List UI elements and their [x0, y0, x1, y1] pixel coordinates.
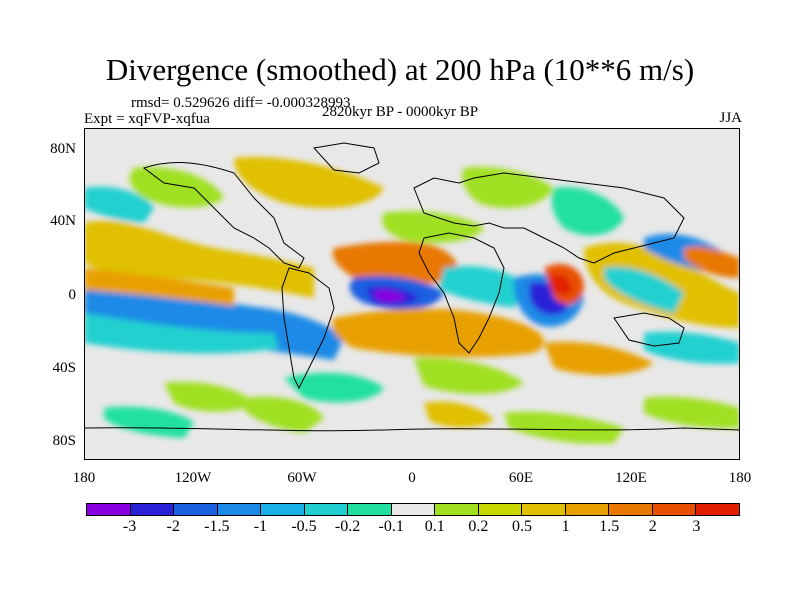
colorbar-label: -1.5 [204, 518, 230, 535]
season-label: JJA [719, 110, 742, 126]
colorbar-swatch [217, 504, 262, 515]
y-tick-label: 0 [68, 287, 77, 303]
coastlines [84, 142, 740, 432]
colorbar-swatch [435, 504, 479, 515]
x-tick-label: 120E [615, 470, 647, 486]
colorbar-label: -0.2 [334, 518, 361, 535]
colorbar-swatch [522, 504, 566, 515]
colorbar-label: 2 [648, 518, 657, 535]
colorbar-label: 1.5 [599, 518, 620, 535]
x-tick-label: 0 [408, 470, 416, 486]
y-tick-label: 80S [52, 433, 76, 449]
map-title: Divergence (smoothed) at 200 hPa (10**6 … [105, 52, 695, 87]
stats-label: rmsd= 0.529626 diff= -0.000328993 [131, 95, 351, 111]
colorbar-swatch [174, 504, 218, 515]
colorbar-swatch [609, 504, 653, 515]
colorbar-swatch [261, 504, 305, 515]
experiment-label: Expt = xqFVP-xqfua [84, 111, 210, 127]
colorbar-swatch [87, 504, 131, 515]
divergence-field [84, 157, 740, 444]
colorbar-swatch [304, 504, 349, 515]
map-frame [84, 128, 740, 460]
colorbar-label: 0.2 [468, 518, 489, 535]
colorbar-swatch [565, 504, 610, 515]
colorbar-label: -0.5 [291, 518, 317, 535]
colorbar-label: -1 [253, 518, 268, 535]
colorbar-swatch [348, 504, 392, 515]
colorbar-label: -0.1 [378, 518, 404, 535]
x-tick-label: 60W [287, 470, 317, 486]
y-tick-label: 40N [50, 213, 76, 229]
colorbar-swatch [130, 504, 175, 515]
colorbar-label: 3 [692, 518, 701, 535]
y-tick-label: 40S [52, 360, 76, 376]
x-tick-label: 60E [508, 470, 534, 486]
map-panel [84, 128, 740, 460]
x-tick-label: 180 [72, 470, 96, 486]
y-tick-label: 80N [50, 141, 76, 157]
x-tick-label: 120W [174, 470, 212, 486]
x-tick-label: 180 [728, 470, 752, 486]
colorbar-label: 1 [561, 518, 570, 535]
period-label: 2820kyr BP - 0000kyr BP [322, 104, 479, 120]
colorbar-swatch [391, 504, 436, 515]
colorbar-swatch [652, 504, 697, 515]
colorbar-swatch [696, 504, 739, 515]
colorbar-label: 0.1 [424, 518, 445, 535]
colorbar-swatch [478, 504, 523, 515]
divergence-map [84, 128, 740, 460]
colorbar-label: 0.5 [512, 518, 532, 535]
colorbar-label: -3 [122, 518, 137, 535]
colorbar-label: -2 [166, 518, 180, 535]
colorbar [86, 503, 740, 516]
